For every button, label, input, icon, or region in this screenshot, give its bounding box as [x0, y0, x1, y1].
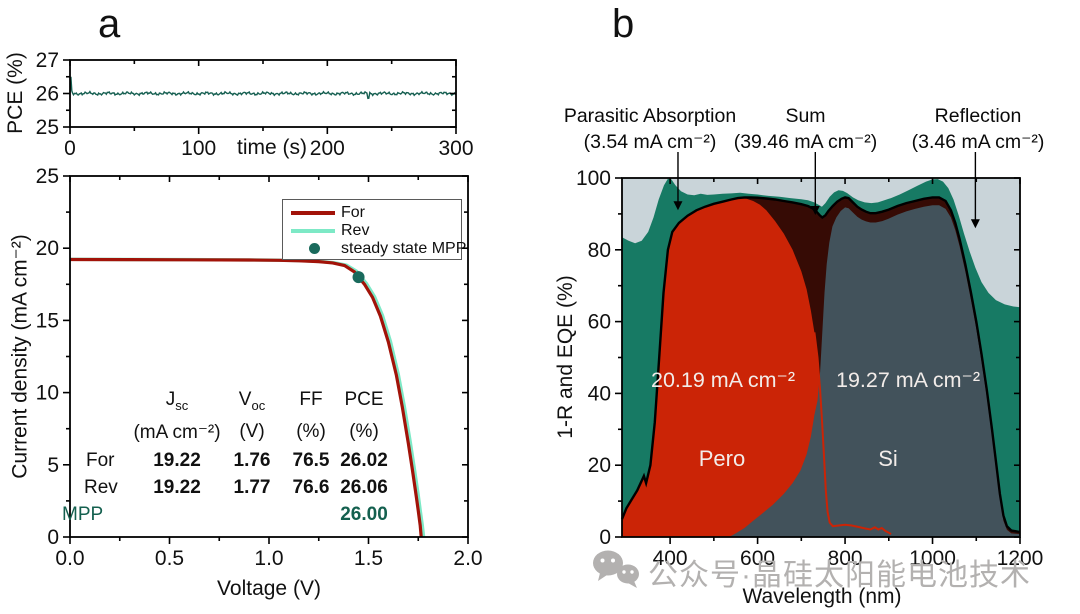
eqe-frame	[621, 177, 1021, 538]
eqe-y-axis-title: 1-R and EQE (%)	[554, 275, 577, 439]
jv-legend-label-1: Rev	[341, 222, 370, 239]
annotation-sum: Sum (39.46 mA cm⁻²)	[718, 103, 893, 155]
jv-legend-item-for: For	[283, 203, 461, 222]
eqe-x-tick-label: 1000	[909, 547, 956, 570]
pce-x-tick-label: 300	[438, 137, 473, 160]
jv-y-tick-label: 25	[36, 165, 59, 188]
jv-axes: 0.0 0.5 1.0 1.5 2.0 0 5 10 15 20 25	[36, 165, 483, 570]
jv-legend-label-2: steady state MPP	[341, 240, 467, 257]
jv-legend: For Rev steady state MPP	[282, 199, 466, 260]
watermark: 公众号·晶硅太阳能电池技术	[590, 546, 1060, 592]
jv-legend-label-0: For	[341, 204, 365, 221]
jv-legend-item-rev: Rev	[283, 221, 461, 240]
eqe-x-tick-label: 400	[653, 547, 688, 570]
eqe-y-tick-label: 20	[588, 454, 611, 477]
annotation-parasitic-absorption: Parasitic Absorption (3.54 mA cm⁻²)	[540, 103, 760, 155]
jv-y-tick-label: 5	[47, 454, 59, 477]
time-x-axis-title: time (s)	[237, 136, 307, 159]
jv-x-tick-label: 2.0	[453, 547, 482, 570]
pce-x-tick-label: 0	[64, 137, 76, 160]
jv-y-tick-label: 0	[47, 526, 59, 549]
si-region-label: Si	[878, 446, 898, 471]
pero-region-label: Pero	[698, 446, 746, 471]
eqe-si-area	[729, 205, 1020, 538]
jv-y-tick-label: 15	[36, 309, 59, 332]
eqe-x-tick-label: 800	[828, 547, 863, 570]
jv-rev-line	[69, 257, 426, 538]
annotation-arrowhead-2	[970, 219, 980, 229]
panel-a-letter: a	[98, 2, 121, 46]
annotation-reflection: Reflection (3.46 mA cm⁻²)	[880, 103, 1076, 155]
pce-x-tick-label: 100	[181, 137, 216, 160]
pce-x-tick-label: 200	[310, 137, 345, 160]
pce-axes: 0 100 200 300 25 26 27	[36, 49, 474, 160]
jv-legend-item-steady-state-mpp: steady state MPP	[283, 239, 466, 258]
pce-frame	[69, 59, 457, 128]
eqe-x-tick-label: 600	[740, 547, 775, 570]
jv-for-line	[69, 257, 423, 538]
si-current-label: 19.27 mA cm⁻²	[836, 368, 980, 392]
pce-trace	[69, 76, 457, 100]
jv-mpp-point	[352, 271, 365, 284]
wechat-icon	[593, 550, 639, 588]
annotation-arrowhead-0	[673, 201, 683, 211]
annotation-reflection-label: Reflection	[934, 105, 1022, 127]
jv-x-axis-title: Voltage (V)	[217, 577, 321, 600]
eqe-y-tick-label: 0	[599, 526, 611, 549]
eqe-y-tick-label: 40	[588, 382, 611, 405]
annotation-sum-label: Sum	[785, 105, 826, 127]
pce-y-tick-label: 27	[36, 49, 59, 72]
jv-x-tick-label: 0.0	[55, 547, 84, 570]
jv-legend-swatch-0	[291, 211, 335, 215]
jv-x-tick-label: 1.5	[354, 547, 383, 570]
annotation-sum-value: (39.46 mA cm⁻²)	[733, 131, 878, 153]
annotation-reflection-value: (3.46 mA cm⁻²)	[911, 131, 1045, 153]
jv-x-tick-label: 0.5	[155, 547, 184, 570]
annotation-arrowhead-1	[810, 205, 820, 215]
jv-y-axis-title: Current density (mA cm⁻²)	[8, 234, 32, 479]
watermark-text: 公众号·晶硅太阳能电池技术	[648, 559, 1031, 592]
jv-legend-swatch-2	[309, 243, 320, 254]
jv-legend-swatch-1	[291, 229, 335, 233]
pero-current-label: 20.19 mA cm⁻²	[651, 368, 795, 392]
eqe-x-tick-label: 1200	[997, 547, 1044, 570]
pce-y-tick-label: 26	[36, 83, 59, 106]
annotation-parasitic-value: (3.54 mA cm⁻²)	[583, 131, 717, 153]
panel-b-letter: b	[612, 2, 635, 46]
eqe-pero-tail-line	[813, 332, 892, 535]
annotation-parasitic-label: Parasitic Absorption	[563, 105, 737, 127]
jv-y-tick-label: 20	[36, 237, 59, 260]
jv-x-tick-label: 1.0	[254, 547, 283, 570]
eqe-y-tick-label: 80	[588, 239, 611, 262]
eqe-y-tick-label: 60	[588, 311, 611, 334]
eqe-axes: 400 600 800 1000 1200 0 20 40 60 80 100	[576, 167, 1043, 570]
jv-y-tick-label: 10	[36, 382, 59, 405]
jv-frame	[69, 175, 469, 538]
eqe-x-axis-title: Wavelength (nm)	[742, 585, 902, 608]
pce-y-tick-label: 25	[36, 116, 59, 139]
eqe-sum-line	[620, 196, 1021, 534]
eqe-y-tick-label: 100	[576, 167, 611, 190]
